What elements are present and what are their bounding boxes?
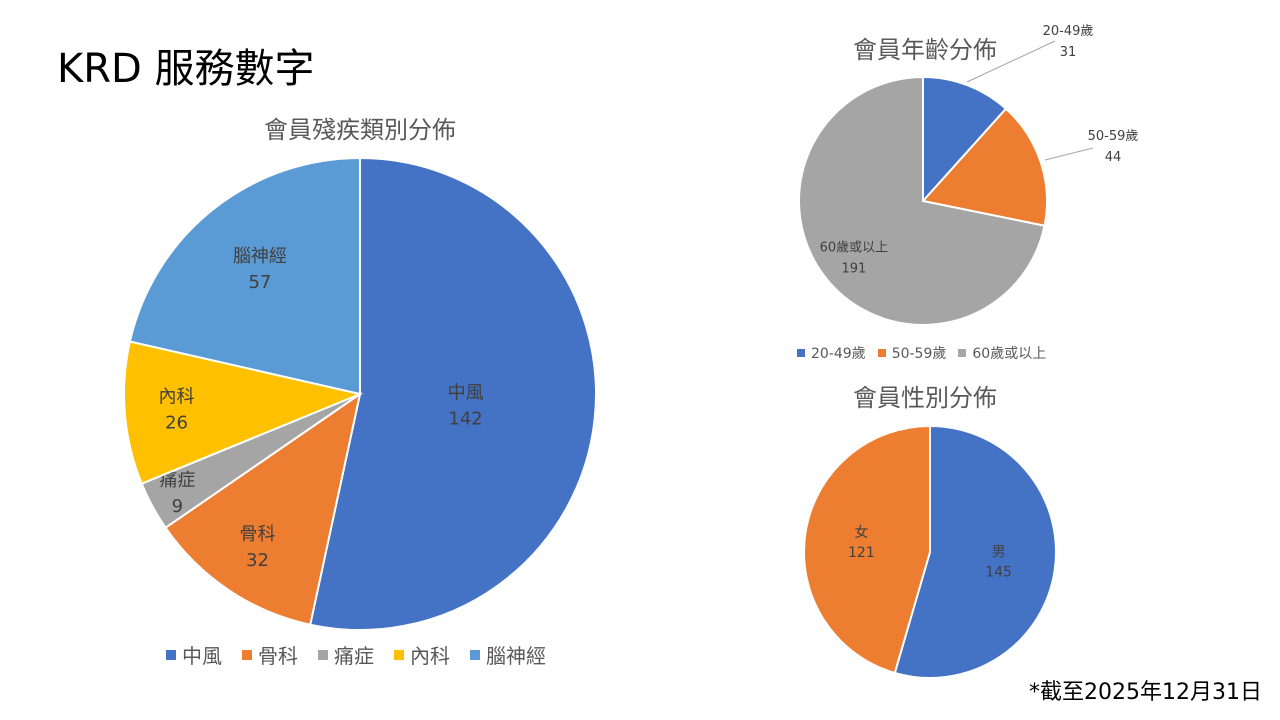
footnote: *截至2025年12月31日 — [1029, 680, 1262, 705]
age-legend-item-20-49: 20-49歲 — [797, 343, 866, 363]
age-legend-item-60: 60歲或以上 — [958, 343, 1046, 363]
page-title: KRD 服務數字 — [57, 46, 315, 92]
disability-label-category-x: 中風 — [448, 383, 484, 404]
disability-legend-swatch-x — [242, 649, 252, 660]
age-legend-swatch-20-49 — [797, 349, 805, 357]
age-slice-50-59 — [921, 107, 1048, 227]
disability-legend-swatch-x — [470, 649, 480, 660]
age-slice-60 — [798, 75, 1046, 326]
disability-chart-title: 會員殘疾類別分佈 — [264, 116, 456, 144]
disability-pie: 中風 142 骨科 32 痛症 9 內科 26 腦神經 57 — [123, 156, 597, 631]
age-label-category-60: 60歲或以上 — [820, 241, 889, 256]
disability-slice-x — [128, 156, 361, 396]
disability-legend-swatch-x — [394, 649, 404, 660]
age-legend-label-20-49: 20-49歲 — [811, 346, 866, 362]
age-legend: 20-49歲 50-59歲 60歲或以上 — [797, 343, 1046, 363]
age-label-category-50-59: 50-59歲 — [1088, 129, 1139, 144]
age-legend-label-50-59: 50-59歲 — [891, 346, 947, 362]
age-pie: 20-49歲 31 50-59歲 44 60歲或以上 191 — [798, 24, 1139, 326]
disability-legend: 中風 骨科 痛症 內科 腦神經 — [166, 640, 546, 669]
gender-pie: 男 145 女 121 — [803, 424, 1057, 679]
disability-legend-item-x: 腦神經 — [470, 640, 546, 669]
gender-label-category-x: 女 — [854, 524, 868, 541]
age-label-value-50-59: 44 — [1105, 150, 1122, 165]
disability-slice-x — [309, 156, 597, 631]
gender-label-value-x: 121 — [848, 545, 875, 561]
disability-legend-item-x: 骨科 — [242, 640, 298, 669]
disability-legend-label-x: 痛症 — [334, 644, 374, 668]
age-legend-item-50-59: 50-59歲 — [877, 343, 947, 363]
disability-label-category-x: 腦神經 — [233, 246, 287, 267]
disability-legend-label-x: 骨科 — [258, 644, 298, 668]
gender-label-category-x: 男 — [992, 545, 1006, 561]
age-leader-line-20-49 — [966, 40, 1056, 83]
gender-chart-title: 會員性別分佈 — [853, 384, 997, 412]
age-legend-label-60: 60歲或以上 — [972, 346, 1047, 362]
disability-label-value-x: 57 — [248, 272, 271, 293]
gender-slice-x — [803, 424, 931, 675]
disability-label-category-x: 痛症 — [159, 470, 195, 491]
age-legend-swatch-50-59 — [877, 349, 886, 357]
disability-legend-item-x: 內科 — [394, 640, 450, 669]
disability-label-category-x: 內科 — [159, 387, 195, 408]
disability-legend-item-x: 痛症 — [318, 640, 374, 669]
age-leader-line-50-59 — [1044, 147, 1094, 161]
age-legend-swatch-60 — [958, 349, 967, 357]
age-chart-title: 會員年齡分佈 — [853, 36, 997, 64]
age-label-category-20-49: 20-49歲 — [1043, 24, 1094, 39]
disability-legend-swatch-x — [318, 649, 328, 660]
disability-label-value-x: 26 — [165, 413, 188, 434]
disability-legend-label-x: 內科 — [410, 644, 450, 668]
disability-legend-swatch-x — [166, 649, 176, 660]
disability-label-category-x: 骨科 — [240, 524, 276, 545]
disability-label-value-x: 9 — [172, 496, 183, 517]
disability-legend-item-x: 中風 — [166, 640, 222, 669]
disability-legend-label-x: 中風 — [182, 644, 222, 668]
disability-slice-x — [164, 391, 362, 626]
disability-slice-x — [123, 340, 364, 485]
disability-label-value-x: 142 — [448, 409, 482, 430]
age-label-value-60: 191 — [841, 262, 866, 277]
age-label-value-20-49: 31 — [1060, 45, 1077, 60]
gender-slice-x — [893, 424, 1057, 679]
disability-legend-label-x: 腦神經 — [486, 644, 546, 668]
gender-label-value-x: 145 — [985, 565, 1012, 581]
disability-label-value-x: 32 — [246, 550, 269, 571]
age-slice-20-49 — [922, 75, 1008, 204]
